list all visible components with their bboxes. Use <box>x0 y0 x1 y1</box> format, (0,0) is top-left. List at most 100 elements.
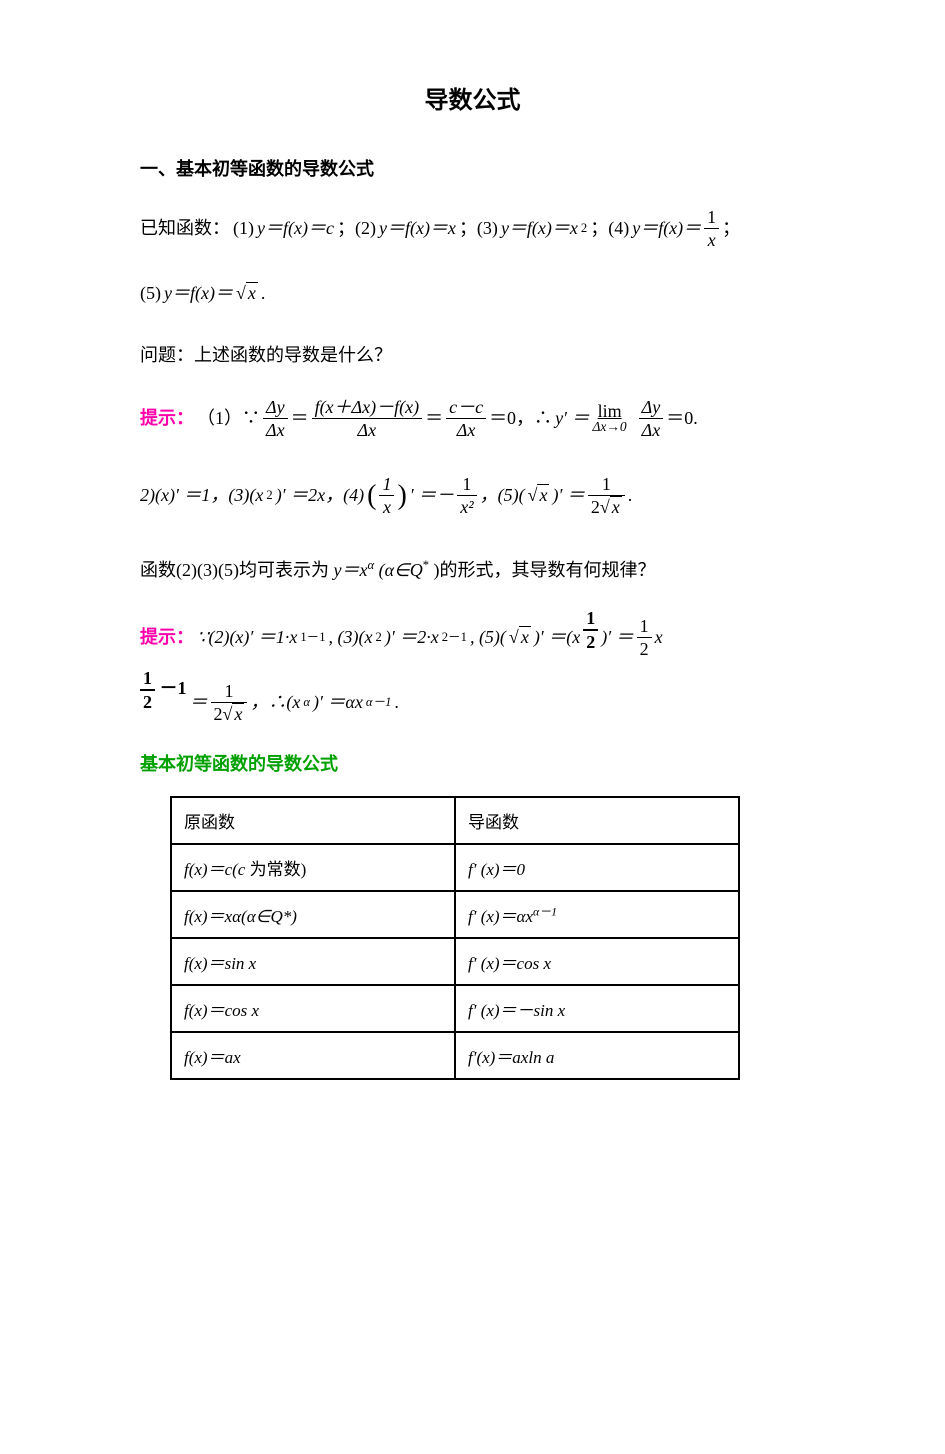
exp-half-minus1: 1 2 －1 <box>140 666 187 711</box>
h2e: )′ ＝(x <box>534 615 580 660</box>
semicolon: ； <box>722 206 740 251</box>
num: Δy <box>263 398 288 419</box>
sqrtx-3: x <box>509 615 531 660</box>
sup-sq: 2 <box>266 480 272 511</box>
derivatives-line: 2)(x)′ ＝1，(3)(x2 )′ ＝2x，(4) ( 1 x ) ′ ＝－… <box>140 461 805 531</box>
given-3-eq: y＝f(x)＝x <box>501 206 578 251</box>
h2g: x <box>655 615 663 660</box>
eq2: ＝ <box>425 396 443 441</box>
frac-1-x-inline: 1 x <box>379 475 394 516</box>
sqrtx-den2: x <box>223 705 245 723</box>
period: . <box>261 271 266 316</box>
r4l: f(x)＝cos x <box>184 1001 259 1020</box>
h2f: )′ ＝ <box>601 615 633 660</box>
sup-2: 2 <box>581 213 587 244</box>
lim-expr: lim Δx→0 <box>593 402 627 434</box>
den: x² <box>457 496 476 516</box>
h2i: ，∴(x <box>250 680 300 725</box>
pq-b: y＝x <box>333 560 367 580</box>
pattern-question: 函数(2)(3)(5)均可表示为 y＝xα (α∈Q* )的形式，其导数有何规律… <box>140 551 805 591</box>
num: 1 <box>211 682 248 703</box>
sqrt-x: x <box>236 271 258 316</box>
table-row: f(x)＝ax f′(x)＝axln a <box>171 1032 739 1079</box>
h2k: . <box>394 680 399 725</box>
num: 1 <box>637 617 652 638</box>
page-title: 导数公式 <box>140 80 805 115</box>
derivative-table: 原函数 导函数 f(x)＝c(c 为常数) f′ (x)＝0 f(x)＝xα(α… <box>170 796 740 1080</box>
d2d: ，(5)( <box>480 473 525 518</box>
sup-am1: α－1 <box>366 687 392 718</box>
hint-label-1: 提示： <box>140 396 194 441</box>
table-heading: 基本初等函数的导数公式 <box>140 750 805 776</box>
hint-1: 提示： （1）∵ Δy Δx ＝ f(x＋Δx)－f(x) Δx ＝ c－c Δ… <box>140 396 805 441</box>
r5r: f′(x)＝axln a <box>468 1048 554 1067</box>
hint-label-2: 提示： <box>140 615 194 660</box>
r3r: f′ (x)＝cos x <box>468 954 551 973</box>
given-2-num: ；(2) <box>337 206 376 251</box>
r2r: f′ (x)＝αx <box>468 907 533 926</box>
den: Δx <box>446 419 486 439</box>
frac-f-diff: f(x＋Δx)－f(x) Δx <box>312 398 423 439</box>
sqrtx-den: x <box>600 498 622 516</box>
cell-right: f′ (x)＝αxα－1 <box>455 891 739 938</box>
table-header-row: 原函数 导函数 <box>171 797 739 844</box>
sup-1m1: 1－1 <box>300 622 325 653</box>
den: 2 <box>637 638 652 658</box>
den: 2x <box>588 496 625 516</box>
num: f(x＋Δx)－f(x) <box>312 398 423 419</box>
num: 1 <box>140 669 155 691</box>
h2j: )′ ＝αx <box>313 680 363 725</box>
table-header-right: 导函数 <box>455 797 739 844</box>
sqrtx-2: x <box>528 473 550 518</box>
sup-2b: 2 <box>376 622 382 653</box>
radicand: x <box>610 496 622 517</box>
sup-alpha2: α <box>303 687 310 718</box>
sup-star: * <box>423 558 429 572</box>
given-4-eq: y＝f(x)＝ <box>632 206 701 251</box>
h2a: ∵(2)(x)′ ＝1·x <box>197 615 297 660</box>
r1l-post: 为常数) <box>245 860 306 879</box>
yprime: y′ ＝ <box>555 396 589 441</box>
given-2-eq: y＝f(x)＝x <box>379 206 456 251</box>
hint1-mid3: ＝0，∴ <box>489 396 552 441</box>
frac-half-2: 1 2 <box>637 617 652 658</box>
exp-half-1: 1 2 <box>583 606 598 651</box>
minus-one: －1 <box>160 678 187 698</box>
cell-left: f(x)＝sin x <box>171 938 455 985</box>
r1l-pre: f(x)＝c(c <box>184 860 245 879</box>
given-5-num: (5) <box>140 271 161 316</box>
hint1-prefix: （1）∵ <box>197 396 260 441</box>
r3l: f(x)＝sin x <box>184 954 256 973</box>
sup-2m1: 2－1 <box>442 622 467 653</box>
two-b: 2 <box>214 704 223 724</box>
hint-2-cont: 1 2 －1 ＝ 1 2x ，∴(xα )′ ＝αxα－1 . <box>140 680 805 725</box>
h2b: , (3)(x <box>329 615 373 660</box>
frac-1-x2: 1 x² <box>457 475 476 516</box>
radicand: x <box>537 484 549 505</box>
period2: . <box>628 473 633 518</box>
num: 1 <box>379 475 394 496</box>
cell-right: f′ (x)＝0 <box>455 844 739 891</box>
h2h: ＝ <box>190 680 208 725</box>
sup-am1-t: α－1 <box>533 905 557 919</box>
frac-c-c: c－c Δx <box>446 398 486 439</box>
cell-left: f(x)＝ax <box>171 1032 455 1079</box>
d2b: )′ ＝2x，(4) <box>276 473 364 518</box>
known-functions: 已知函数： (1) y＝f(x)＝c ；(2) y＝f(x)＝x ；(3) y＝… <box>140 206 805 251</box>
radicand: x <box>519 626 531 647</box>
cell-left: f(x)＝c(c 为常数) <box>171 844 455 891</box>
pq-d: )的形式，其导数有何规律？ <box>434 560 656 580</box>
eq1: ＝ <box>291 396 309 441</box>
r5l: f(x)＝ax <box>184 1048 241 1067</box>
table-row: f(x)＝cos x f′ (x)＝－sin x <box>171 985 739 1032</box>
table-row: f(x)＝xα(α∈Q*) f′ (x)＝αxα－1 <box>171 891 739 938</box>
cell-right: f′ (x)＝cos x <box>455 938 739 985</box>
two: 2 <box>591 497 600 517</box>
frac-dy-dx-1: Δy Δx <box>263 398 288 439</box>
lim-top: lim <box>593 402 627 420</box>
table-header-left: 原函数 <box>171 797 455 844</box>
r2l: f(x)＝xα(α∈Q*) <box>184 907 297 926</box>
cell-right: f′ (x)＝－sin x <box>455 985 739 1032</box>
num: 1 <box>588 475 625 496</box>
num: Δy <box>639 398 664 419</box>
